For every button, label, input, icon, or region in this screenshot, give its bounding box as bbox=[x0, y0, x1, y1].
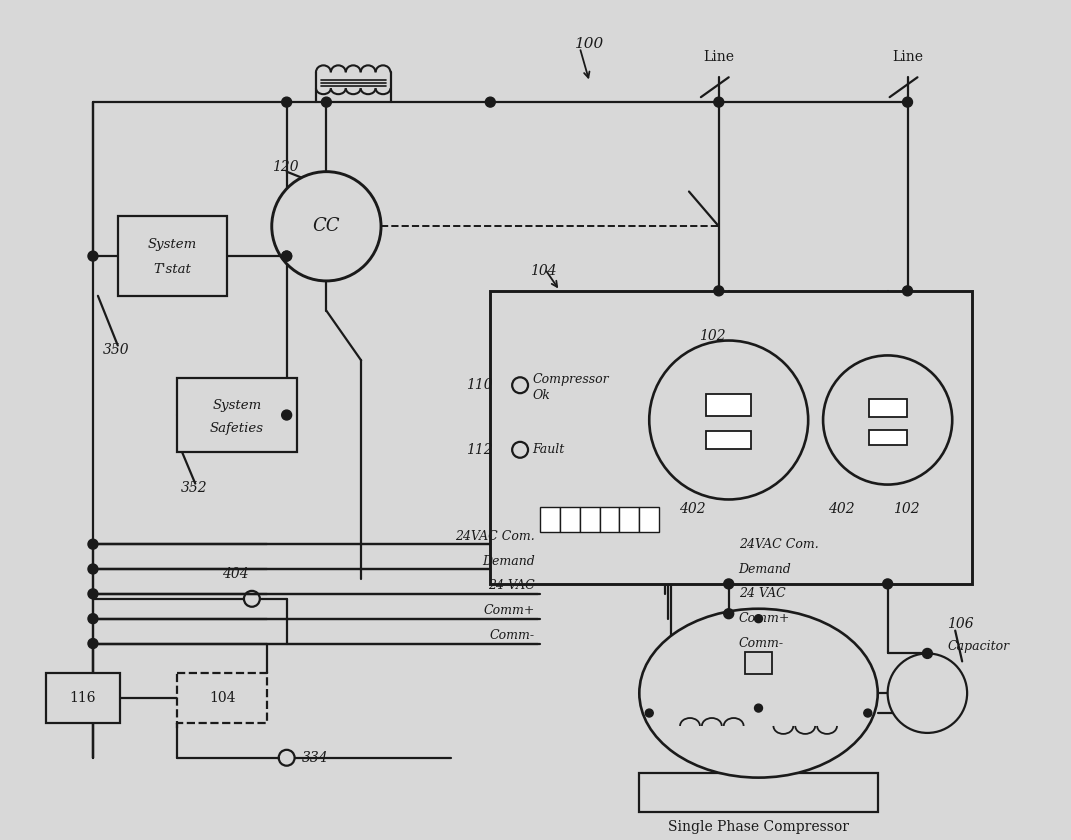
Text: 24VAC Com.: 24VAC Com. bbox=[455, 530, 536, 543]
Text: 102: 102 bbox=[892, 502, 919, 517]
Bar bbox=[639, 773, 878, 812]
Bar bbox=[869, 430, 906, 445]
Bar bbox=[560, 507, 579, 532]
Circle shape bbox=[724, 609, 734, 619]
Bar bbox=[118, 217, 227, 296]
Text: 404: 404 bbox=[222, 567, 248, 581]
Circle shape bbox=[88, 638, 97, 648]
Text: CC: CC bbox=[313, 218, 341, 235]
Text: 116: 116 bbox=[70, 691, 96, 705]
Circle shape bbox=[755, 615, 763, 622]
Circle shape bbox=[485, 97, 495, 107]
Bar bbox=[869, 399, 906, 417]
Text: Comm-: Comm- bbox=[489, 629, 536, 642]
Text: Line: Line bbox=[704, 50, 735, 65]
Circle shape bbox=[649, 340, 809, 500]
Text: Single Phase Compressor: Single Phase Compressor bbox=[668, 821, 849, 834]
Bar bbox=[579, 507, 600, 532]
Circle shape bbox=[88, 589, 97, 599]
Circle shape bbox=[888, 654, 967, 733]
Text: 110: 110 bbox=[466, 378, 493, 392]
Circle shape bbox=[272, 171, 381, 281]
Circle shape bbox=[903, 286, 912, 296]
Text: 350: 350 bbox=[103, 344, 130, 358]
Bar bbox=[540, 507, 560, 532]
Bar bbox=[178, 378, 297, 452]
Text: Fault: Fault bbox=[532, 444, 564, 456]
Circle shape bbox=[88, 564, 97, 574]
Circle shape bbox=[88, 614, 97, 623]
Bar bbox=[744, 653, 772, 675]
Text: System: System bbox=[212, 399, 261, 412]
Text: Ok: Ok bbox=[532, 389, 549, 402]
Text: T'stat: T'stat bbox=[153, 264, 192, 276]
Circle shape bbox=[88, 539, 97, 549]
Circle shape bbox=[713, 97, 724, 107]
Text: 106: 106 bbox=[947, 617, 974, 631]
Text: Safeties: Safeties bbox=[210, 423, 263, 435]
Text: 402: 402 bbox=[828, 502, 855, 517]
Text: 402: 402 bbox=[679, 502, 706, 517]
Circle shape bbox=[755, 704, 763, 712]
Text: Comm-: Comm- bbox=[739, 637, 784, 650]
Circle shape bbox=[903, 97, 912, 107]
Circle shape bbox=[321, 97, 331, 107]
Bar bbox=[46, 674, 120, 723]
Text: Comm+: Comm+ bbox=[739, 612, 790, 625]
Text: 104: 104 bbox=[530, 264, 557, 278]
Text: 24 VAC: 24 VAC bbox=[488, 580, 536, 592]
Text: 100: 100 bbox=[575, 38, 604, 51]
Text: 112: 112 bbox=[466, 443, 493, 457]
Text: Compressor: Compressor bbox=[532, 373, 608, 386]
Circle shape bbox=[88, 251, 97, 261]
Text: Capacitor: Capacitor bbox=[947, 640, 1009, 653]
Circle shape bbox=[282, 97, 291, 107]
Text: 334: 334 bbox=[302, 751, 328, 764]
Circle shape bbox=[282, 410, 291, 420]
Text: Demand: Demand bbox=[739, 563, 791, 575]
Circle shape bbox=[713, 286, 724, 296]
Ellipse shape bbox=[639, 609, 878, 778]
Text: Line: Line bbox=[892, 50, 923, 65]
Text: 102: 102 bbox=[699, 328, 725, 343]
Text: 24 VAC: 24 VAC bbox=[739, 587, 785, 601]
Bar bbox=[639, 507, 659, 532]
Circle shape bbox=[724, 579, 734, 589]
Text: 120: 120 bbox=[272, 160, 299, 174]
Circle shape bbox=[282, 251, 291, 261]
Text: 352: 352 bbox=[180, 480, 207, 495]
Bar bbox=[707, 431, 751, 449]
Bar bbox=[707, 394, 751, 416]
Bar bbox=[491, 291, 972, 584]
Bar bbox=[619, 507, 639, 532]
Circle shape bbox=[864, 709, 872, 717]
Circle shape bbox=[282, 251, 291, 261]
Text: 24VAC Com.: 24VAC Com. bbox=[739, 538, 818, 551]
Bar bbox=[178, 674, 267, 723]
Text: System: System bbox=[148, 238, 197, 250]
Text: Demand: Demand bbox=[482, 554, 536, 568]
Text: 104: 104 bbox=[209, 691, 236, 705]
Circle shape bbox=[883, 579, 892, 589]
Circle shape bbox=[824, 355, 952, 485]
Circle shape bbox=[922, 648, 933, 659]
Circle shape bbox=[645, 709, 653, 717]
Bar bbox=[600, 507, 619, 532]
Text: Comm+: Comm+ bbox=[484, 604, 536, 617]
